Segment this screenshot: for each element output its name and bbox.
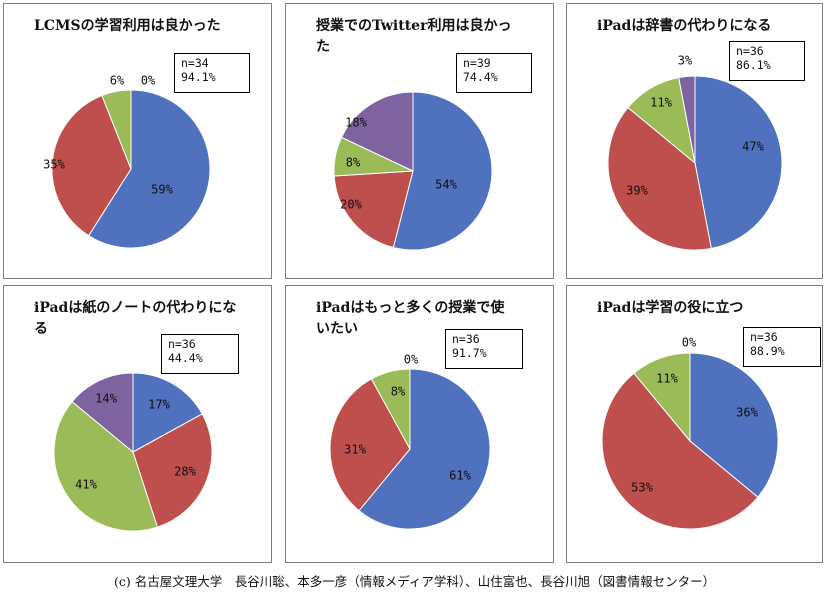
sample-size-box: n=36 44.4%	[161, 334, 239, 374]
slice-percent-label: 6%	[110, 74, 125, 88]
pie-slice-red	[333, 170, 414, 249]
n-label: n=36	[168, 337, 196, 351]
pie-slice-blue	[358, 368, 491, 530]
n-label: n=36	[736, 44, 764, 58]
slice-percent-label: 0%	[141, 74, 156, 88]
slice-percent-label: 0%	[404, 353, 419, 367]
pie-slice-blue	[694, 75, 783, 250]
chart-panel-twitter: 授業でのTwitter利用は良かった n=39 74.4% 54% 20% 8% 18…	[285, 3, 554, 279]
chart-panel-lcms: LCMSの学習利用は良かった n=34 94.1% 59% 35% 6% 0%	[3, 3, 272, 279]
slice-percent-label: 53%	[631, 481, 653, 495]
pie-slice-green	[633, 352, 691, 443]
percent-label: 44.4%	[168, 351, 203, 365]
slice-percent-label: 47%	[742, 140, 764, 154]
sample-size-box: n=36 88.9%	[743, 327, 821, 367]
pie-slice-green	[53, 400, 159, 532]
chart-title: iPadはもっと多くの授業で使いたい	[316, 300, 505, 337]
pie-chart: 17% 28% 41% 14%	[53, 372, 213, 532]
chart-title: LCMSの学習利用は良かった	[34, 18, 221, 34]
pie-chart: 59% 35% 6% 0%	[43, 74, 211, 249]
pie-slice-red	[607, 106, 712, 251]
slice-percent-label: 14%	[95, 392, 117, 406]
slice-percent-label: 11%	[656, 372, 678, 386]
chart-panel-useful: iPadは学習の役に立つ n=36 88.9% 36% 53% 11% 0%	[566, 285, 823, 563]
pie-slice-purple	[71, 372, 134, 454]
slice-percent-label: 36%	[736, 406, 758, 420]
percent-label: 74.4%	[463, 70, 498, 84]
pie-slice-red	[601, 372, 759, 530]
slice-percent-label: 28%	[174, 465, 196, 479]
percent-label: 86.1%	[736, 58, 771, 72]
n-label: n=36	[750, 330, 778, 344]
pie-slice-purple	[678, 75, 696, 164]
chart-panel-notebook: iPadは紙のノートの代わりになる n=36 44.4% 17% 28% 41% 14…	[3, 285, 272, 563]
pie-slice-green	[101, 89, 132, 170]
n-label: n=34	[181, 56, 209, 70]
slice-percent-label: 3%	[678, 54, 693, 68]
pie-slice-blue	[392, 91, 493, 251]
copyright-credit: (c) 名古屋文理大学 長谷川聡、本多一彦（情報メディア学科）、山住富也、長谷川…	[114, 574, 716, 589]
slice-percent-label: 0%	[682, 336, 697, 350]
pie-slice-red	[132, 413, 213, 528]
slice-percent-label: 41%	[75, 478, 97, 492]
slice-percent-label: 59%	[151, 183, 173, 197]
slice-percent-label: 39%	[626, 184, 648, 198]
slice-percent-label: 61%	[449, 469, 471, 483]
slice-percent-label: 54%	[435, 178, 457, 192]
chart-title: 授業でのTwitter利用は良かった	[316, 18, 512, 55]
sample-size-box: n=39 74.4%	[456, 53, 532, 93]
pie-slice-blue	[689, 352, 779, 498]
pie-chart: 47% 39% 11% 3%	[607, 54, 783, 251]
slice-percent-label: 18%	[345, 116, 367, 130]
pie-slice-red	[329, 378, 411, 512]
slice-percent-label: 8%	[346, 156, 361, 170]
percent-label: 94.1%	[181, 70, 216, 84]
chart-title: iPadは紙のノートの代わりになる	[34, 300, 237, 337]
slice-percent-label: 8%	[391, 385, 406, 399]
slice-percent-label: 31%	[344, 443, 366, 457]
chart-panel-more-classes: iPadはもっと多くの授業で使いたい n=36 91.7% 61% 31% 8% 0%	[285, 285, 554, 563]
pie-chart: 61% 31% 8% 0%	[329, 353, 491, 530]
n-label: n=39	[463, 56, 491, 70]
n-label: n=36	[452, 332, 480, 346]
chart-panel-dictionary: iPadは辞書の代わりになる n=36 86.1% 47% 39% 11% 3%	[566, 3, 823, 279]
sample-size-box: n=34 94.1%	[174, 53, 250, 93]
slice-percent-label: 35%	[43, 158, 65, 172]
chart-title: iPadは辞書の代わりになる	[597, 18, 772, 34]
percent-label: 91.7%	[452, 346, 487, 360]
slice-percent-label: 20%	[340, 198, 362, 212]
percent-label: 88.9%	[750, 344, 785, 358]
pie-slice-blue	[132, 372, 203, 453]
pie-slice-red	[51, 94, 132, 237]
sample-size-box: n=36 91.7%	[445, 329, 523, 369]
chart-title: iPadは学習の役に立つ	[597, 300, 744, 316]
slice-percent-label: 11%	[650, 96, 672, 110]
pie-slice-green	[370, 368, 411, 450]
pie-chart: 54% 20% 8% 18%	[333, 91, 493, 251]
sample-size-box: n=36 86.1%	[729, 41, 805, 81]
pie-chart: 36% 53% 11% 0%	[601, 336, 779, 530]
slice-percent-label: 17%	[148, 398, 170, 412]
pie-slice-blue	[87, 89, 211, 249]
pie-slice-purple	[340, 91, 414, 172]
